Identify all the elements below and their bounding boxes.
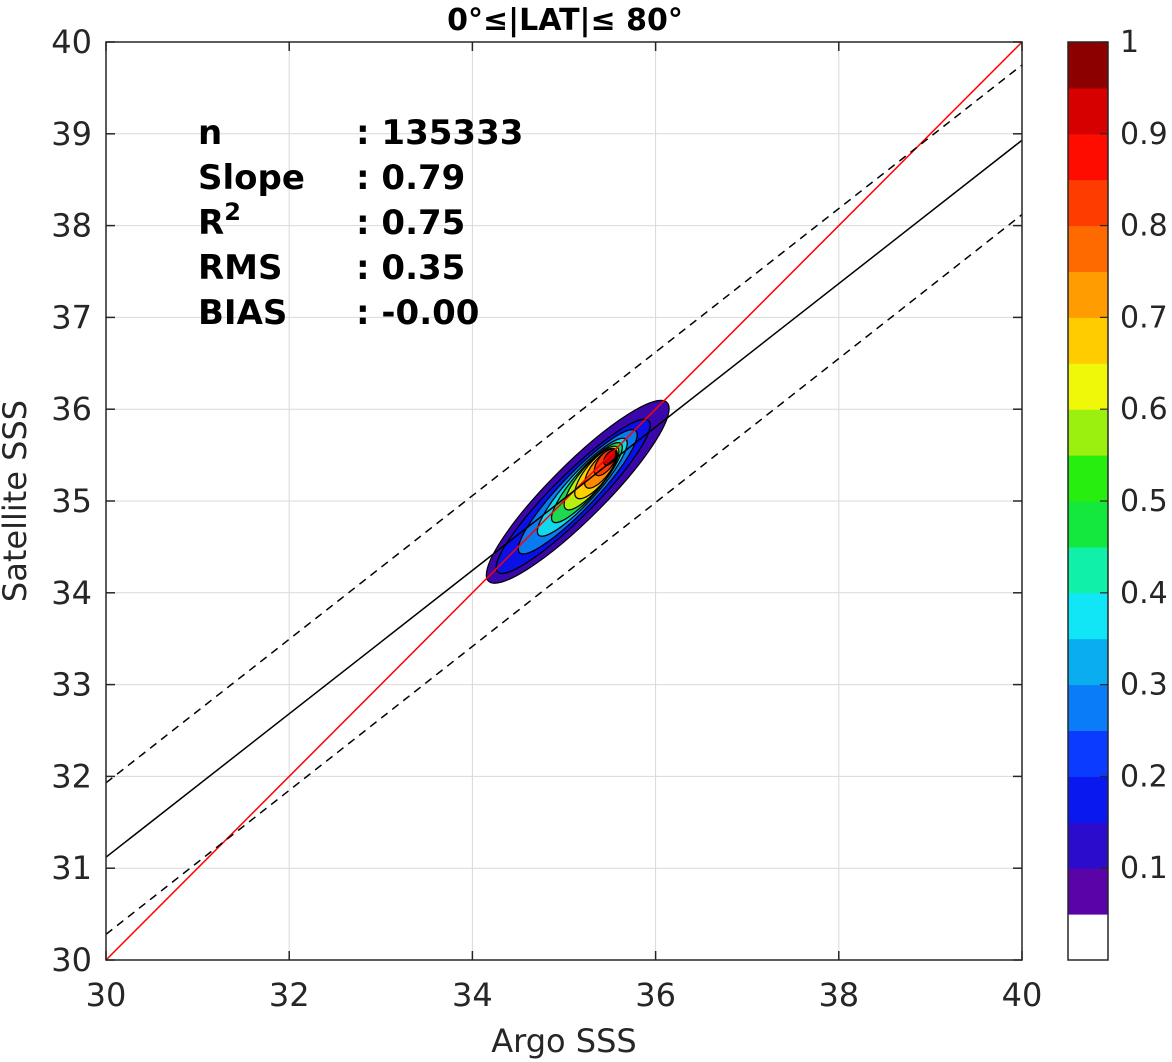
regression-upper-line xyxy=(105,64,1023,784)
colorbar-segment xyxy=(1068,730,1108,777)
stat-value-n: : 135333 xyxy=(356,113,523,153)
stat-value-slope: : 0.79 xyxy=(356,158,465,198)
colorbar-segment xyxy=(1068,42,1108,89)
regression-line xyxy=(105,139,1023,858)
stat-label-superscript: 2 xyxy=(224,198,241,226)
colorbar-tick-label: 0.1 xyxy=(1120,851,1168,886)
colorbar: 0.1 0.2 0.3 0.4 0.5 0.6 0.7 0.8 0.9 1 xyxy=(1067,25,1168,961)
colorbar-tick-label: 0.9 xyxy=(1120,117,1168,152)
x-tick-labels: 30 32 34 36 38 40 xyxy=(86,976,1043,1014)
y-tick-label: 31 xyxy=(51,849,92,887)
colorbar-tick-label: 0.6 xyxy=(1120,392,1168,427)
chart-title: 0°≤|LAT|≤ 80° xyxy=(447,3,683,38)
colorbar-segment xyxy=(1068,455,1108,502)
y-tick-label: 34 xyxy=(51,574,92,612)
y-tick-label: 36 xyxy=(51,390,92,428)
x-tick-label: 34 xyxy=(452,976,493,1014)
x-tick-label: 32 xyxy=(269,976,310,1014)
colorbar-segment xyxy=(1068,822,1108,869)
stat-label-rms: RMS xyxy=(198,248,283,288)
colorbar-tick-label: 0.3 xyxy=(1120,668,1168,703)
one-to-one-line xyxy=(105,41,1023,961)
y-axis-label: Satellite SSS xyxy=(0,400,34,602)
stat-label-slope: Slope xyxy=(198,158,305,198)
colorbar-segment xyxy=(1068,684,1108,731)
y-tick-labels: 30 31 32 33 34 35 36 37 38 39 40 xyxy=(51,23,92,979)
colorbar-segment xyxy=(1068,638,1108,686)
colorbar-tick-label: 0.7 xyxy=(1120,300,1168,335)
colorbar-tick-label: 0.2 xyxy=(1120,759,1168,794)
plot-area: n : 135333 Slope : 0.79 R2 : 0.75 RMS : 0.35 BIA… xyxy=(105,41,1023,961)
colorbar-segment xyxy=(1068,363,1108,410)
colorbar-segment xyxy=(1068,868,1108,915)
colorbar-segment xyxy=(1068,271,1108,318)
y-tick-label: 33 xyxy=(51,666,92,704)
colorbar-segment xyxy=(1068,133,1108,181)
density-contours xyxy=(485,399,670,584)
colorbar-segment xyxy=(1068,225,1108,272)
colorbar-segment xyxy=(1068,776,1108,823)
colorbar-segment xyxy=(1068,317,1108,364)
colorbar-segment xyxy=(1068,501,1108,548)
colorbar-segment xyxy=(1068,914,1108,961)
x-tick-label: 30 xyxy=(86,976,127,1014)
stat-label-bias: BIAS xyxy=(198,293,287,333)
axis-ticks xyxy=(105,41,1023,961)
colorbar-tick-label: 0.8 xyxy=(1120,209,1168,244)
colorbar-segment xyxy=(1068,546,1108,594)
y-tick-label: 39 xyxy=(51,115,92,153)
y-tick-label: 38 xyxy=(51,207,92,245)
stat-value-bias: : -0.00 xyxy=(356,293,479,333)
fit-lines xyxy=(105,41,1023,961)
x-tick-label: 40 xyxy=(1002,976,1043,1014)
colorbar-tick-label: 0.4 xyxy=(1120,576,1168,611)
grid xyxy=(105,41,1023,961)
y-tick-label: 40 xyxy=(51,23,92,61)
colorbar-segment xyxy=(1068,592,1108,640)
stat-value-rms: : 0.35 xyxy=(356,248,465,288)
stat-label-r: R2 xyxy=(198,198,241,243)
colorbar-tick-label: 0.5 xyxy=(1120,484,1168,519)
x-tick-label: 36 xyxy=(635,976,676,1014)
y-tick-label: 35 xyxy=(51,482,92,520)
regression-lower-line xyxy=(105,213,1023,935)
colorbar-segment xyxy=(1068,409,1108,456)
y-tick-label: 32 xyxy=(51,757,92,795)
x-axis-label: Argo SSS xyxy=(491,1022,636,1060)
colorbar-segment xyxy=(1068,179,1108,227)
colorbar-segment xyxy=(1068,87,1108,135)
stat-label-n: n xyxy=(198,113,222,153)
x-tick-label: 38 xyxy=(818,976,859,1014)
y-tick-label: 30 xyxy=(51,941,92,979)
stat-value-r: : 0.75 xyxy=(356,203,465,243)
stats-box: n : 135333 Slope : 0.79 R2 : 0.75 RMS : 0.35 BIA… xyxy=(198,113,523,333)
y-tick-label: 37 xyxy=(51,298,92,336)
colorbar-tick-label: 1 xyxy=(1120,25,1139,60)
